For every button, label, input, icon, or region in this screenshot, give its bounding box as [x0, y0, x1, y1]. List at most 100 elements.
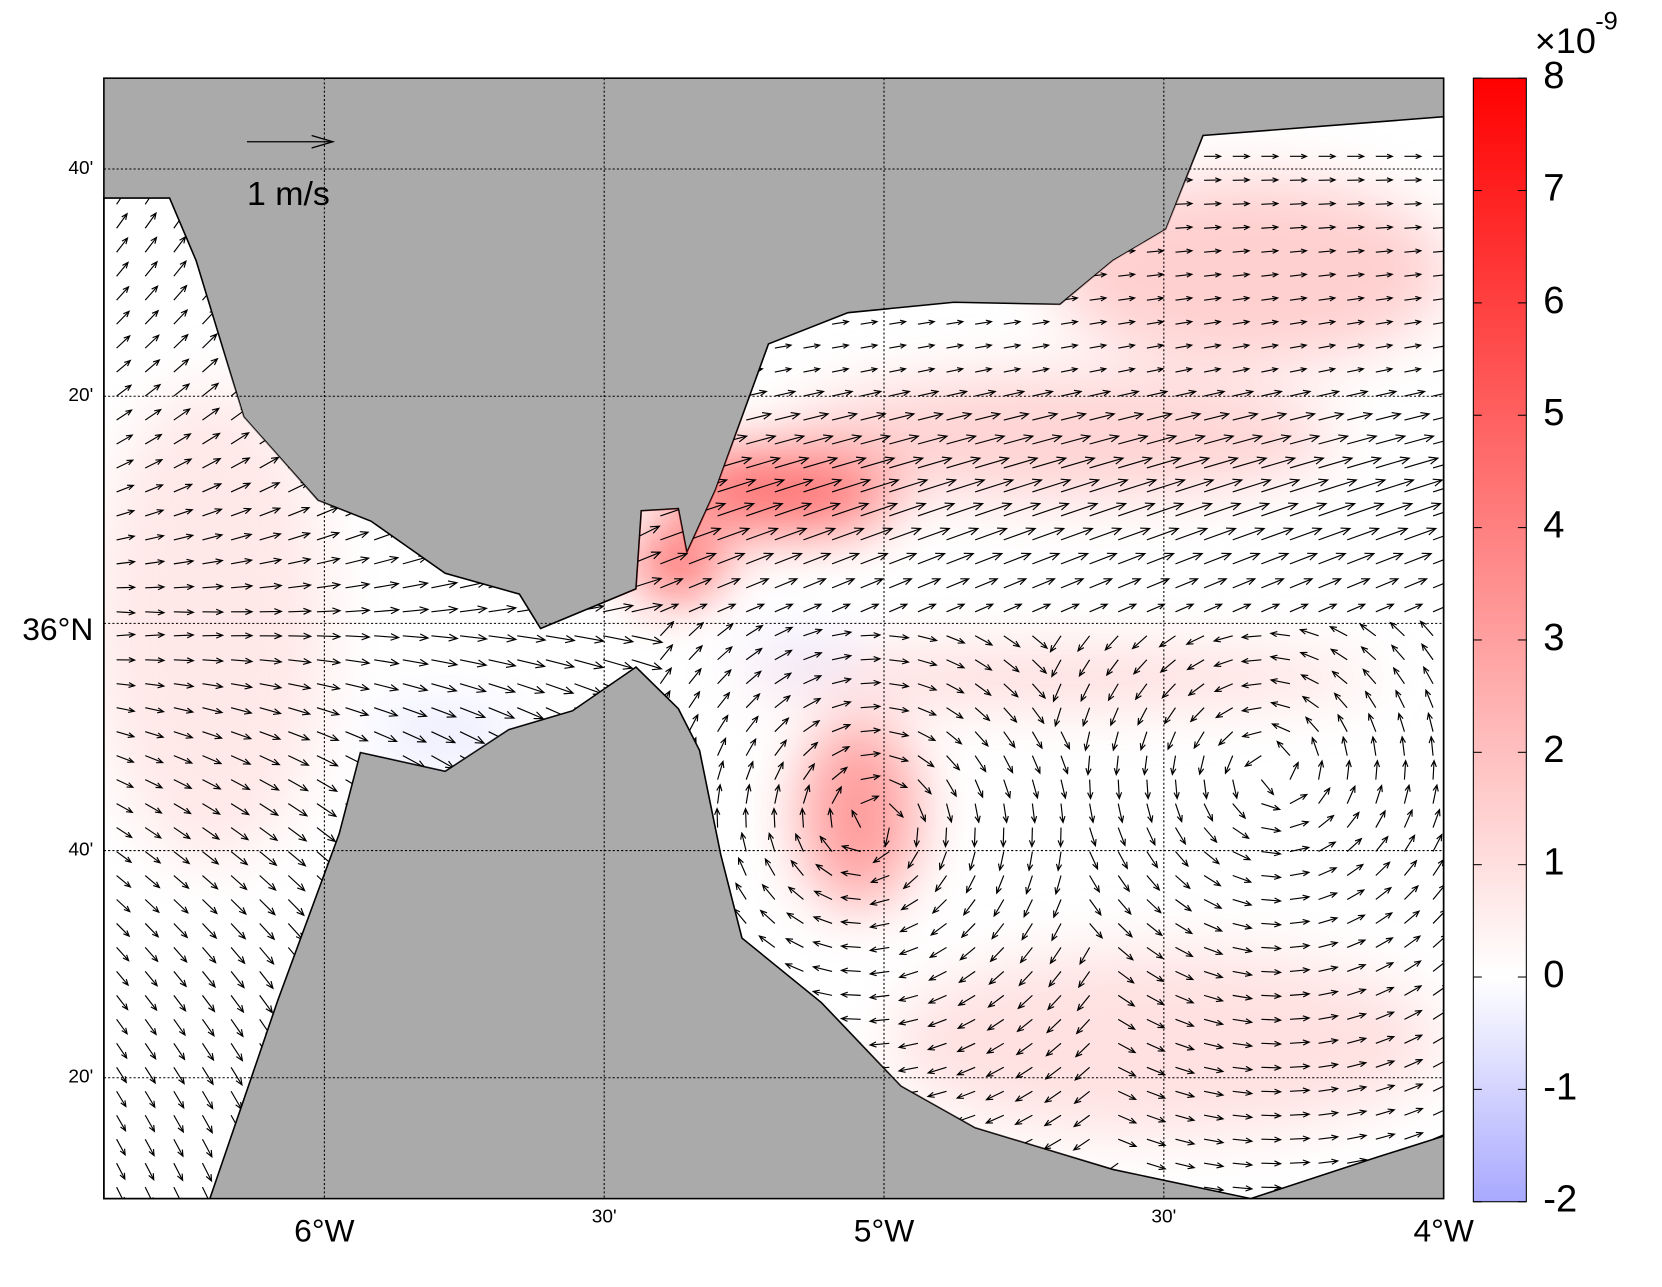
arrow — [1232, 1065, 1254, 1073]
arrow — [1347, 478, 1387, 493]
arrow — [1032, 456, 1068, 469]
arrow — [1032, 367, 1051, 373]
arrow — [116, 559, 137, 566]
arrow — [917, 578, 942, 589]
arrow — [1175, 1162, 1196, 1170]
arrow — [1289, 943, 1311, 950]
arrow — [974, 779, 984, 799]
arrow — [1346, 578, 1371, 589]
arrow — [1402, 759, 1409, 780]
arrow — [889, 412, 916, 421]
arrow — [803, 434, 834, 445]
arrow — [1118, 367, 1136, 373]
arrow — [1060, 389, 1083, 397]
arrow — [1077, 635, 1091, 653]
arrow — [1118, 527, 1152, 541]
arrow — [774, 717, 790, 733]
arrow — [860, 343, 879, 349]
arrow — [985, 1090, 1005, 1101]
arrow — [960, 923, 976, 939]
arrow — [1175, 434, 1207, 445]
arrow — [1089, 527, 1123, 541]
arrow — [1375, 1132, 1396, 1140]
arrow — [745, 760, 754, 780]
arrow — [1347, 1061, 1368, 1068]
arrow — [173, 1138, 184, 1158]
arrow — [116, 657, 137, 663]
y-tick-label: 36°N — [22, 611, 93, 647]
arrow — [230, 875, 248, 891]
arrow — [116, 236, 129, 253]
arrow — [259, 875, 277, 892]
arrow — [1089, 851, 1099, 871]
arrow — [1375, 1035, 1396, 1044]
arrow — [1089, 603, 1109, 613]
arrow — [259, 608, 283, 615]
arrow — [1232, 224, 1251, 231]
arrow — [1404, 343, 1423, 349]
arrow — [230, 1066, 243, 1087]
arrow — [1318, 412, 1345, 421]
arrow — [1047, 994, 1062, 1011]
arrow — [173, 260, 187, 277]
arrow — [945, 803, 953, 824]
arrow — [1224, 755, 1234, 775]
arrow — [1375, 578, 1400, 589]
arrow — [1031, 779, 1039, 800]
arrow — [173, 899, 189, 914]
arrow — [259, 803, 280, 817]
arrow — [746, 434, 777, 445]
arrow — [202, 851, 220, 865]
arrow — [287, 851, 307, 867]
arrow — [1404, 1107, 1424, 1116]
arrow — [1232, 502, 1271, 517]
arrow — [1213, 659, 1233, 667]
arrow — [1345, 759, 1352, 780]
arrow — [1060, 367, 1079, 373]
colorbar-tick-label: 7 — [1543, 168, 1564, 210]
arrow — [1175, 201, 1194, 207]
arrow — [868, 1017, 890, 1024]
arrow — [917, 603, 937, 613]
arrow — [1146, 527, 1180, 541]
arrow — [975, 319, 993, 326]
arrow — [1261, 343, 1280, 349]
arrow — [774, 412, 801, 421]
arrow — [1118, 434, 1149, 445]
arrow — [145, 509, 165, 517]
arrow — [831, 502, 870, 517]
arrow — [1118, 295, 1137, 302]
arrow — [1403, 834, 1416, 852]
arrow — [144, 971, 159, 987]
arrow — [574, 659, 605, 670]
arrow — [716, 783, 723, 804]
arrow — [899, 922, 919, 933]
arrow — [1375, 248, 1394, 254]
arrow — [116, 971, 130, 987]
arrow — [860, 703, 882, 710]
arrow — [145, 731, 165, 739]
arrow — [431, 707, 458, 718]
arrow — [1432, 502, 1444, 517]
colorbar-tick-label: 4 — [1543, 505, 1564, 547]
arrow — [1289, 389, 1312, 397]
arrow — [1347, 456, 1383, 469]
arrow — [897, 1066, 919, 1073]
arrow — [230, 899, 247, 916]
arrow — [116, 803, 134, 814]
arrow — [917, 635, 939, 643]
arrow — [1083, 731, 1091, 752]
arrow — [1003, 731, 1016, 749]
arrow — [717, 737, 727, 756]
arrow — [660, 578, 684, 589]
arrow — [1404, 272, 1423, 278]
arrow — [1014, 1090, 1033, 1102]
arrow — [173, 1043, 186, 1061]
arrow — [287, 803, 309, 817]
arrow — [1347, 272, 1366, 278]
arrow — [1347, 177, 1366, 183]
arrow — [202, 923, 218, 940]
arrow — [1161, 683, 1176, 699]
arrow — [803, 675, 823, 685]
arrow — [173, 358, 190, 373]
